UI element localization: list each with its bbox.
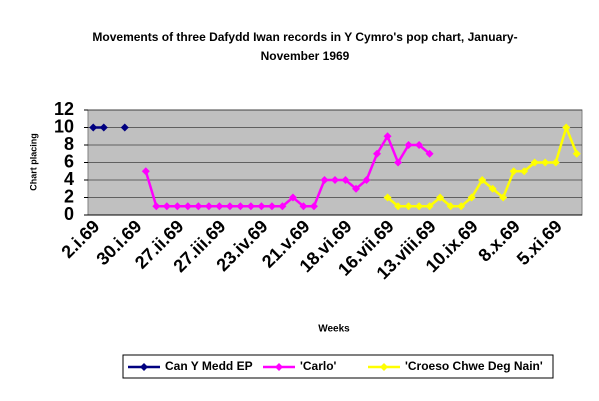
point-marker (194, 202, 203, 211)
point-marker (320, 176, 329, 184)
point-marker (173, 202, 182, 211)
point-marker (141, 167, 150, 176)
point-marker (99, 123, 108, 132)
point-marker (267, 202, 276, 211)
legend-label: 'Carlo' (300, 359, 337, 373)
point-marker (488, 184, 497, 193)
y-tick-label: 4 (64, 169, 74, 189)
point-marker (530, 158, 539, 167)
point-marker (120, 123, 129, 132)
point-marker (562, 123, 571, 132)
point-marker (362, 176, 371, 184)
series-line (144, 133, 431, 208)
point-marker (415, 202, 424, 211)
point-marker (236, 202, 245, 211)
point-marker (331, 176, 339, 184)
point-marker (309, 202, 318, 211)
point-marker (425, 202, 434, 211)
x-axis-title: Weeks (318, 324, 350, 335)
point-marker (183, 202, 192, 211)
y-tick-label: 0 (64, 204, 74, 224)
x-tick-label: 5.xi.69 (513, 216, 566, 269)
point-marker (352, 184, 361, 193)
point-marker (425, 149, 434, 158)
chart-title: Movements of three Dafydd Iwan records i… (92, 30, 518, 63)
point-marker (257, 202, 266, 211)
legend-box (122, 354, 554, 379)
point-marker (394, 202, 403, 211)
point-marker (299, 202, 308, 211)
point-marker (572, 149, 581, 158)
point-marker (415, 141, 424, 149)
y-tick-label: 6 (64, 151, 74, 171)
point-marker (246, 202, 255, 211)
legend-marker (140, 363, 148, 371)
legend-marker (380, 363, 388, 371)
point-marker (215, 202, 224, 211)
point-marker (404, 141, 413, 149)
point-marker (89, 123, 98, 132)
point-marker (204, 202, 213, 211)
point-marker (288, 193, 297, 202)
legend-marker (275, 363, 283, 371)
point-marker (162, 202, 171, 211)
point-marker (520, 167, 529, 176)
point-marker (152, 202, 161, 211)
point-marker (446, 202, 455, 211)
point-marker (373, 149, 382, 158)
point-marker (551, 158, 560, 167)
y-tick-label: 2 (64, 186, 74, 206)
point-marker (499, 193, 508, 202)
point-marker (383, 193, 392, 202)
point-marker (509, 167, 518, 176)
point-marker (436, 193, 445, 202)
point-marker (467, 193, 476, 202)
point-marker (478, 176, 487, 184)
point-marker (341, 176, 350, 184)
point-marker (457, 202, 466, 211)
point-marker (541, 158, 550, 167)
point-marker (278, 202, 287, 211)
legend-label: 'Croeso Chwe Deg Nain' (405, 359, 543, 373)
point-marker (225, 202, 234, 211)
y-tick-label: 8 (64, 134, 74, 154)
point-marker (383, 132, 392, 141)
y-tick-label: 10 (54, 116, 74, 136)
y-axis-title: Chart placing (28, 133, 38, 191)
point-marker (394, 158, 403, 167)
point-marker (404, 202, 413, 211)
legend-label: Can Y Medd EP (165, 359, 253, 373)
y-tick-label: 12 (54, 99, 74, 119)
